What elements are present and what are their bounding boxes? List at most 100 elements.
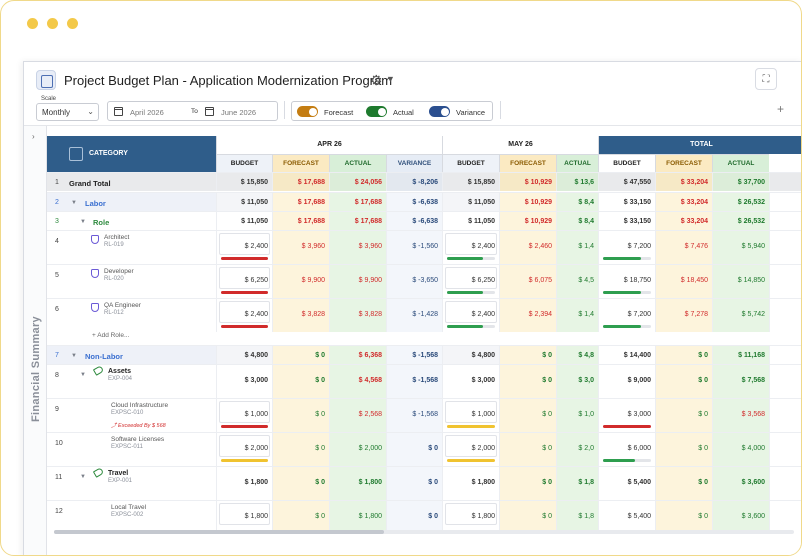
value-cell[interactable]: $ -1,428 [386,299,442,332]
value-cell[interactable]: $ 11,050 [442,212,499,230]
value-cell[interactable]: $ 0 [499,501,556,534]
budget-input[interactable] [445,267,497,289]
value-cell[interactable]: $ 6,250 [442,265,499,298]
value-cell[interactable]: $ 6,368 [329,346,386,364]
value-cell[interactable]: $ 26,532 [712,193,769,211]
value-cell[interactable]: $ 4,5 [556,265,598,298]
value-cell[interactable]: $ 1,8 [556,501,598,534]
value-cell[interactable]: $ 26,532 [712,212,769,230]
chevron-down-icon[interactable]: ▼ [71,200,77,206]
value-cell[interactable]: $ 0 [499,467,556,500]
value-cell[interactable]: $ -1,568 [386,346,442,364]
value-cell[interactable]: $ 4,800 [216,346,272,364]
value-cell[interactable]: $ 11,050 [216,193,272,211]
value-cell[interactable]: $ -6,638 [386,193,442,211]
value-cell[interactable]: $ 3,600 [712,501,769,534]
value-cell[interactable]: $ 10,929 [499,212,556,230]
variance-toggle[interactable] [429,106,450,117]
value-cell[interactable]: $ 10,929 [499,193,556,211]
chevron-down-icon[interactable]: ▼ [71,353,77,359]
value-cell[interactable]: $ 7,200 [598,231,655,264]
value-cell[interactable]: $ -1,568 [386,399,442,432]
value-cell[interactable]: $ 2,0 [556,433,598,466]
value-cell[interactable]: $ 17,688 [272,173,329,191]
value-cell[interactable] [769,365,801,398]
budget-input[interactable] [445,301,497,323]
value-cell[interactable]: $ 3,960 [272,231,329,264]
value-cell[interactable]: $ 6,250 [216,265,272,298]
budget-input[interactable] [445,233,497,255]
value-cell[interactable]: $ 1,800 [216,501,272,534]
value-cell[interactable]: $ 0 [655,365,712,398]
value-cell[interactable]: $ 37,700 [712,173,769,191]
value-cell[interactable]: $ 8,4 [556,212,598,230]
value-cell[interactable]: $ 1,800 [216,467,272,500]
scroll-thumb[interactable] [54,530,384,534]
value-cell[interactable]: $ 11,050 [442,193,499,211]
value-cell[interactable]: $ 0 [655,433,712,466]
value-cell[interactable]: $ 6,075 [499,265,556,298]
value-cell[interactable]: $ 0 [272,399,329,432]
value-cell[interactable]: $ 4,568 [329,365,386,398]
select-all-checkbox[interactable] [69,147,83,161]
value-cell[interactable]: $ 9,000 [598,365,655,398]
value-cell[interactable]: $ 17,688 [272,212,329,230]
value-cell[interactable]: $ 7,278 [655,299,712,332]
value-cell[interactable]: $ 0 [386,433,442,466]
value-cell[interactable]: $ 3,960 [329,231,386,264]
budget-input[interactable] [219,301,270,323]
value-cell[interactable] [769,212,801,230]
value-cell[interactable]: $ 4,8 [556,346,598,364]
value-cell[interactable]: $ 9,900 [272,265,329,298]
value-cell[interactable]: $ 4,800 [442,346,499,364]
value-cell[interactable]: $ -8,206 [386,173,442,191]
value-cell[interactable]: $ 7,200 [598,299,655,332]
value-cell[interactable]: $ 15,850 [216,173,272,191]
value-cell[interactable]: $ 2,460 [499,231,556,264]
value-cell[interactable]: $ 1,8 [556,467,598,500]
budget-input[interactable] [219,401,270,423]
horizontal-scrollbar[interactable] [54,530,794,534]
scale-select[interactable]: Monthly ⌄ [36,103,99,121]
value-cell[interactable]: $ 0 [272,433,329,466]
budget-input[interactable] [219,267,270,289]
value-cell[interactable]: $ -6,638 [386,212,442,230]
value-cell[interactable]: $ 1,4 [556,231,598,264]
value-cell[interactable] [769,433,801,466]
value-cell[interactable]: $ 3,828 [329,299,386,332]
add-button[interactable]: + [777,102,785,116]
chevron-down-icon[interactable]: ▼ [80,474,86,480]
value-cell[interactable]: $ 1,800 [329,467,386,500]
value-cell[interactable]: $ 1,800 [442,501,499,534]
value-cell[interactable]: $ 0 [386,501,442,534]
value-cell[interactable]: $ 14,850 [712,265,769,298]
value-cell[interactable]: $ 13,6 [556,173,598,191]
row-label[interactable]: QA Engineer [104,302,141,309]
row-label[interactable]: Grand Total [69,179,111,188]
gear-icon[interactable]: ⚙ [370,72,383,88]
budget-input[interactable] [219,503,270,525]
value-cell[interactable]: $ 3,568 [712,399,769,432]
date-from[interactable]: April 2026 [130,108,164,117]
value-cell[interactable]: $ 9,900 [329,265,386,298]
value-cell[interactable]: $ 0 [272,365,329,398]
chevron-down-icon[interactable]: ▼ [80,219,86,225]
value-cell[interactable]: $ 18,450 [655,265,712,298]
value-cell[interactable] [769,173,801,191]
value-cell[interactable] [769,265,801,298]
chevron-down-icon[interactable]: ▼ [386,74,395,84]
value-cell[interactable] [769,193,801,211]
value-cell[interactable]: $ 2,568 [329,399,386,432]
row-label[interactable]: Labor [85,199,106,208]
value-cell[interactable]: $ 33,204 [655,193,712,211]
budget-input[interactable] [445,503,497,525]
value-cell[interactable] [769,299,801,332]
value-cell[interactable]: $ 1,4 [556,299,598,332]
value-cell[interactable]: $ 17,688 [329,212,386,230]
value-cell[interactable]: $ 5,400 [598,467,655,500]
add-role-link[interactable]: + Add Role... [92,332,130,339]
value-cell[interactable]: $ 5,742 [712,299,769,332]
value-cell[interactable] [769,231,801,264]
value-cell[interactable]: $ 2,400 [442,299,499,332]
row-label[interactable]: Travel [108,470,129,477]
